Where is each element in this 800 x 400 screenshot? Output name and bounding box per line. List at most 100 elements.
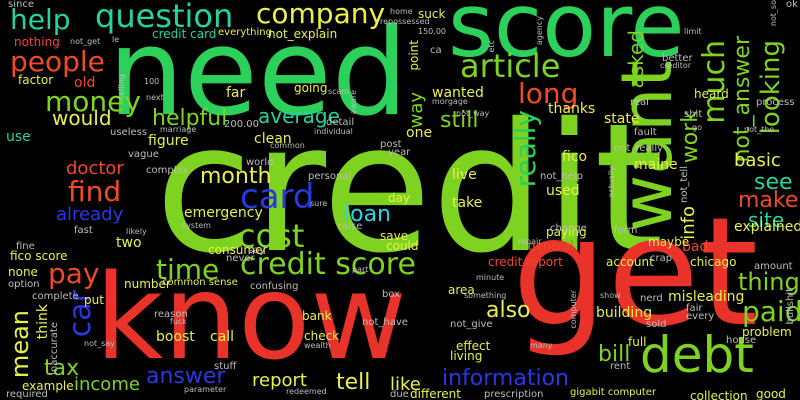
cloud-word: going xyxy=(294,81,328,95)
cloud-word: basic xyxy=(734,150,781,171)
cloud-word: bullshit xyxy=(785,288,796,325)
cloud-word: complete xyxy=(32,291,79,302)
cloud-word: general xyxy=(528,239,574,253)
cloud-word: never xyxy=(226,253,255,264)
cloud-word: pay xyxy=(48,257,100,290)
cloud-word: way xyxy=(406,92,427,129)
cloud-word: part xyxy=(352,265,369,274)
cloud-word: not_get xyxy=(70,37,101,46)
cloud-word: chicago xyxy=(690,255,737,269)
cloud-word: money xyxy=(45,85,141,118)
cloud-word: save xyxy=(380,229,409,243)
cloud-word: think xyxy=(35,304,51,340)
cloud-word: misleading xyxy=(668,289,745,305)
cloud-word: inaccurate xyxy=(49,322,60,375)
cloud-word: number xyxy=(124,277,171,291)
cloud-word: boost xyxy=(156,329,195,345)
cloud-word: find xyxy=(68,175,122,208)
cloud-word: change xyxy=(550,223,587,234)
cloud-word: account xyxy=(606,255,654,269)
cloud-word: looking xyxy=(756,40,786,135)
cloud-word: still xyxy=(440,108,479,133)
cloud-word: prescription xyxy=(484,389,544,400)
cloud-word: not_explain xyxy=(268,27,338,41)
cloud-word: not_tell xyxy=(679,166,690,204)
cloud-word: full xyxy=(628,335,647,349)
cloud-word: time xyxy=(156,253,220,286)
cloud-word: credit card xyxy=(152,27,217,41)
cloud-word: home xyxy=(390,7,413,16)
cloud-word: fair xyxy=(686,303,703,314)
cloud-word: process xyxy=(756,97,795,108)
cloud-word: clean xyxy=(254,131,292,147)
cloud-word: different xyxy=(410,387,461,400)
cloud-word: month xyxy=(200,164,272,189)
cloud-word: need xyxy=(108,4,408,143)
cloud-word: credit report xyxy=(488,255,563,269)
cloud-word: see xyxy=(754,170,793,195)
cloud-word: box xyxy=(382,289,401,300)
cloud-word: emergency xyxy=(184,205,263,221)
cloud-word: not_really xyxy=(614,143,664,154)
cloud-word: thing xyxy=(738,268,800,296)
cloud-word: reason xyxy=(154,309,188,320)
cloud-word: complex xyxy=(146,165,189,176)
cloud-word: not_help xyxy=(540,171,583,182)
cloud-word: detail xyxy=(326,117,355,128)
cloud-word: raise xyxy=(338,221,363,232)
cloud-word: many xyxy=(530,341,553,350)
cloud-word: shit xyxy=(684,109,703,120)
cloud-word: crap xyxy=(650,253,673,264)
cloud-word: average xyxy=(258,104,340,128)
cloud-word: aware xyxy=(349,90,358,115)
cloud-word: not_way xyxy=(456,109,490,118)
cloud-word: creditor xyxy=(660,61,692,70)
cloud-word: fico xyxy=(562,149,588,165)
cloud-word: 100 xyxy=(144,77,160,86)
cloud-word: like xyxy=(390,374,421,395)
cloud-word: real xyxy=(630,97,649,108)
cloud-word: post xyxy=(380,139,402,150)
cloud-word: report xyxy=(252,370,307,391)
cloud-word: individual xyxy=(314,127,353,136)
cloud-word: bill xyxy=(598,342,631,367)
cloud-word: paid xyxy=(742,295,800,328)
cloud-word: get xyxy=(512,186,759,360)
cloud-word: not_give xyxy=(450,319,493,330)
cloud-word: far xyxy=(226,85,246,101)
cloud-word: people xyxy=(10,45,105,78)
cloud-word: suck xyxy=(418,7,446,21)
cloud-word: marriage xyxy=(160,125,197,134)
cloud-word: etc xyxy=(487,40,496,53)
cloud-word: area xyxy=(448,283,475,297)
cloud-word: put xyxy=(84,293,104,307)
cloud-word: amount xyxy=(754,261,793,272)
cloud-word: explained xyxy=(734,219,800,235)
cloud-word: good xyxy=(756,387,786,400)
cloud-word: due xyxy=(390,389,409,400)
cloud-word: minute xyxy=(476,273,505,282)
cloud-word: make xyxy=(738,188,799,213)
cloud-word: maine xyxy=(634,157,678,173)
cloud-word: problem xyxy=(742,325,792,339)
cloud-word: factor xyxy=(18,73,54,87)
cloud-word: state xyxy=(604,111,640,127)
cloud-word: point xyxy=(407,40,421,71)
cloud-word: useless xyxy=(110,127,148,138)
cloud-word: sure xyxy=(310,199,328,208)
cloud-word: check xyxy=(304,329,340,343)
cloud-word: personal xyxy=(308,171,352,182)
cloud-word: system xyxy=(182,221,211,230)
cloud-word: every xyxy=(686,311,715,322)
cloud-word: option xyxy=(8,279,40,290)
cloud-word: required xyxy=(6,389,48,400)
cloud-word: card xyxy=(240,177,315,217)
cloud-word: loan xyxy=(344,202,391,227)
cloud-word: also xyxy=(486,298,531,323)
cloud-word: site xyxy=(748,208,785,232)
cloud-word: scam xyxy=(328,87,350,96)
cloud-word: old xyxy=(74,75,96,91)
cloud-word: nothing xyxy=(14,35,60,49)
cloud-word: live xyxy=(452,167,477,183)
cloud-word: wealth xyxy=(304,341,331,350)
